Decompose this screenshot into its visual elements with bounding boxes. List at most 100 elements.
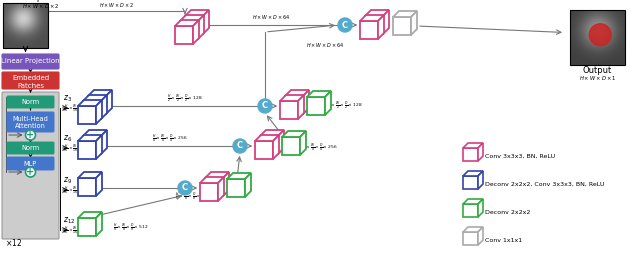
Text: $\frac{H}{4}\times\frac{W}{4}\times\frac{D}{4}\times 256$: $\frac{H}{4}\times\frac{W}{4}\times\frac… (152, 134, 188, 145)
Polygon shape (463, 148, 478, 161)
Text: Embedded: Embedded (12, 76, 49, 81)
Polygon shape (478, 227, 483, 245)
Polygon shape (198, 15, 204, 39)
Polygon shape (365, 16, 383, 34)
Polygon shape (411, 11, 417, 35)
Circle shape (258, 99, 272, 113)
Text: $\frac{H}{16}\times\frac{W}{16}\times\frac{D}{16}\times 768$: $\frac{H}{16}\times\frac{W}{16}\times\fr… (63, 185, 102, 197)
Polygon shape (175, 20, 199, 26)
Text: Patches: Patches (17, 83, 44, 88)
Text: $\frac{H}{8}\times\frac{W}{8}\times\frac{D}{8}\times 512$: $\frac{H}{8}\times\frac{W}{8}\times\frac… (113, 222, 148, 234)
Polygon shape (303, 90, 309, 114)
Polygon shape (101, 130, 107, 154)
Polygon shape (205, 172, 229, 178)
Polygon shape (200, 183, 218, 201)
Polygon shape (260, 136, 278, 154)
Text: Deconv 2x2x2, Conv 3x3x3, BN, ReLU: Deconv 2x2x2, Conv 3x3x3, BN, ReLU (485, 181, 605, 186)
Text: Conv 3x3x3, BN, ReLU: Conv 3x3x3, BN, ReLU (485, 153, 555, 158)
Polygon shape (463, 176, 478, 189)
Polygon shape (223, 172, 229, 196)
Polygon shape (96, 172, 102, 196)
Polygon shape (78, 212, 102, 218)
FancyBboxPatch shape (2, 72, 59, 89)
Text: Deconv 2x2x2: Deconv 2x2x2 (485, 209, 531, 214)
Text: C: C (262, 101, 268, 111)
Polygon shape (478, 199, 483, 217)
Polygon shape (463, 199, 483, 204)
Polygon shape (83, 130, 107, 136)
FancyBboxPatch shape (7, 96, 54, 108)
Polygon shape (378, 15, 384, 39)
Circle shape (26, 130, 35, 140)
Text: $\frac{H}{16}\times\frac{W}{16}\times\frac{D}{16}\times 768$: $\frac{H}{16}\times\frac{W}{16}\times\fr… (63, 103, 102, 115)
Text: $\frac{H}{4}\times\frac{W}{4}\times\frac{D}{4}\times 256$: $\frac{H}{4}\times\frac{W}{4}\times\frac… (302, 142, 337, 154)
Polygon shape (393, 17, 411, 35)
Polygon shape (106, 90, 112, 114)
Circle shape (26, 167, 35, 177)
Polygon shape (175, 26, 193, 44)
Text: $H\times W\times D\times 64$: $H\times W\times D\times 64$ (306, 41, 344, 49)
Polygon shape (83, 101, 101, 119)
Polygon shape (227, 173, 251, 179)
Circle shape (178, 181, 192, 195)
Polygon shape (280, 101, 298, 119)
Text: +: + (26, 167, 35, 177)
Polygon shape (282, 131, 306, 137)
Text: Output: Output (583, 66, 612, 75)
FancyBboxPatch shape (2, 54, 59, 69)
Text: $H\times W\times D\times 2$: $H\times W\times D\times 2$ (22, 2, 59, 10)
FancyBboxPatch shape (7, 142, 54, 154)
Polygon shape (360, 21, 378, 39)
Polygon shape (273, 135, 279, 159)
Polygon shape (393, 11, 417, 17)
Text: $\frac{H}{2}\times\frac{W}{2}\times\frac{D}{2}\times 128$: $\frac{H}{2}\times\frac{W}{2}\times\frac… (167, 93, 203, 105)
Polygon shape (285, 90, 309, 96)
Bar (570, 10, 625, 65)
Text: MLP: MLP (24, 160, 37, 166)
Text: $z_{12}$: $z_{12}$ (63, 215, 76, 225)
Polygon shape (88, 90, 112, 96)
Polygon shape (78, 172, 102, 178)
Polygon shape (205, 178, 223, 196)
Polygon shape (300, 131, 306, 155)
Text: Attention: Attention (15, 123, 46, 129)
Text: $\frac{H}{16}\times\frac{W}{16}\times\frac{D}{16}\times 768$: $\frac{H}{16}\times\frac{W}{16}\times\fr… (63, 225, 102, 237)
Polygon shape (96, 135, 102, 159)
Polygon shape (255, 141, 273, 159)
Polygon shape (180, 15, 204, 21)
Polygon shape (383, 10, 389, 34)
Polygon shape (96, 100, 102, 124)
Polygon shape (227, 179, 245, 197)
Text: $\frac{H}{2}\times\frac{W}{2}\times\frac{D}{2}\times 128$: $\frac{H}{2}\times\frac{W}{2}\times\frac… (327, 100, 362, 112)
FancyBboxPatch shape (2, 92, 59, 239)
FancyBboxPatch shape (7, 157, 54, 170)
Polygon shape (83, 95, 107, 101)
Polygon shape (88, 96, 106, 114)
Polygon shape (307, 97, 325, 115)
Circle shape (233, 139, 247, 153)
Text: C: C (237, 142, 243, 150)
Polygon shape (78, 100, 102, 106)
Polygon shape (78, 178, 96, 196)
Text: +: + (26, 130, 35, 140)
Polygon shape (255, 135, 279, 141)
Polygon shape (96, 212, 102, 236)
Polygon shape (365, 10, 389, 16)
Circle shape (589, 24, 611, 46)
Text: $\frac{H}{16}\times\frac{W}{16}\times\frac{D}{16}\times 768$: $\frac{H}{16}\times\frac{W}{16}\times\fr… (63, 143, 102, 155)
FancyBboxPatch shape (7, 112, 54, 132)
Polygon shape (360, 15, 384, 21)
Text: Linear Projection: Linear Projection (1, 58, 60, 65)
Text: $H\times W\times D\times 1$: $H\times W\times D\times 1$ (579, 74, 616, 82)
Text: Input: Input (29, 0, 51, 2)
Polygon shape (78, 135, 102, 141)
Circle shape (338, 18, 352, 32)
Polygon shape (463, 227, 483, 232)
Polygon shape (200, 177, 224, 183)
Polygon shape (185, 16, 203, 34)
Bar (3, 3, 48, 48)
Text: C: C (182, 183, 188, 193)
Polygon shape (278, 130, 284, 154)
Text: $z_6$: $z_6$ (63, 133, 72, 143)
Polygon shape (218, 177, 224, 201)
